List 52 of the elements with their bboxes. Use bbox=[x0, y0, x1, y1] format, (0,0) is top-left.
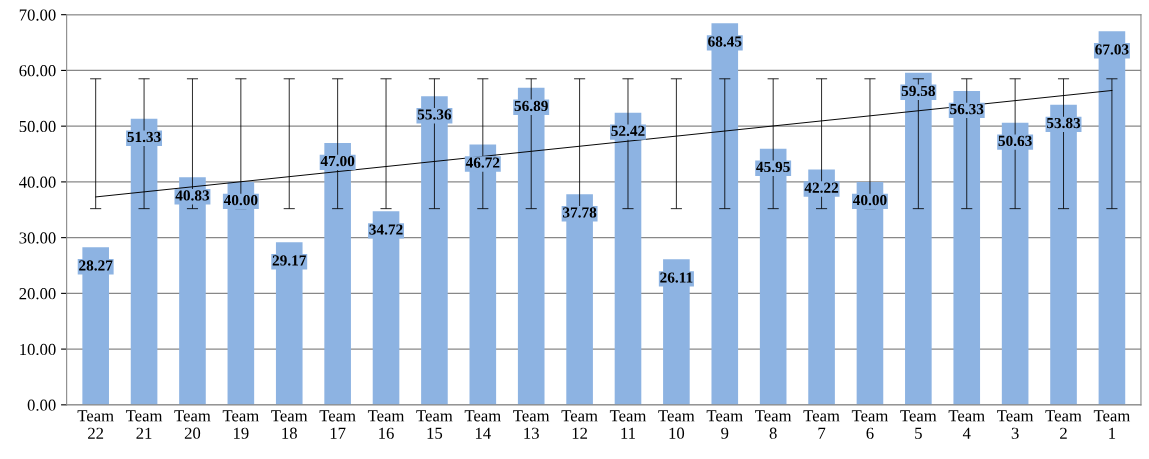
data-label: 52.42 bbox=[611, 125, 645, 137]
x-tick-label: Team 6 bbox=[851, 410, 889, 439]
y-tick-label: 40.00 bbox=[19, 176, 56, 188]
y-tick-label: 60.00 bbox=[19, 65, 56, 77]
x-tick-label: Team 9 bbox=[706, 410, 743, 439]
data-label: 50.63 bbox=[998, 135, 1032, 147]
x-tick-label: Team 19 bbox=[222, 410, 259, 439]
data-label: 28.27 bbox=[79, 260, 113, 271]
data-label: 40.83 bbox=[175, 190, 210, 201]
y-tick-label: 50.00 bbox=[19, 120, 56, 133]
x-tick-label: Team 15 bbox=[416, 410, 453, 439]
data-label: 67.03 bbox=[1095, 44, 1129, 55]
data-label: 59.58 bbox=[901, 85, 936, 97]
x-tick-label: Team 5 bbox=[900, 410, 937, 439]
x-tick-label: Team 21 bbox=[125, 410, 163, 439]
data-label: 40.00 bbox=[223, 194, 258, 206]
data-label: 51.33 bbox=[127, 131, 161, 143]
x-tick-label: Team 1 bbox=[1093, 410, 1131, 439]
y-tick-label: 30.00 bbox=[19, 232, 56, 244]
data-label: 56.89 bbox=[514, 100, 548, 112]
x-tick-label: Team 3 bbox=[997, 410, 1034, 439]
data-label: 29.17 bbox=[272, 255, 307, 266]
y-tick-label: 10.00 bbox=[20, 343, 56, 356]
y-tick-label: 20.00 bbox=[19, 288, 56, 300]
data-label: 56.33 bbox=[950, 103, 984, 115]
x-tick-label: Team 16 bbox=[367, 410, 405, 439]
data-label: 40.00 bbox=[852, 194, 887, 206]
x-tick-label: Team 4 bbox=[948, 410, 985, 439]
data-label: 42.22 bbox=[804, 182, 839, 193]
data-label: 45.95 bbox=[756, 161, 790, 173]
x-tick-label: Team 10 bbox=[658, 410, 695, 439]
x-tick-label: Team 14 bbox=[464, 410, 501, 439]
x-tick-label: Team 7 bbox=[803, 410, 840, 439]
data-label: 46.72 bbox=[465, 157, 500, 168]
data-label: 26.11 bbox=[660, 272, 693, 283]
x-tick-label: Team 20 bbox=[174, 410, 211, 439]
data-label: 34.72 bbox=[369, 224, 403, 235]
data-label: 37.78 bbox=[562, 207, 597, 218]
x-tick-label: Team 18 bbox=[271, 410, 308, 439]
y-tick-label: 0.00 bbox=[27, 399, 56, 411]
x-tick-label: Team 2 bbox=[1045, 410, 1082, 439]
x-tick-label: Team 11 bbox=[609, 410, 647, 439]
y-tick-label: 70.00 bbox=[19, 9, 56, 21]
data-label: 55.36 bbox=[417, 109, 452, 120]
data-label: 47.00 bbox=[320, 155, 355, 167]
data-label: 68.45 bbox=[708, 36, 742, 47]
x-tick-label: Team 17 bbox=[319, 410, 356, 439]
x-tick-label: Team 12 bbox=[561, 410, 598, 439]
data-label: 53.83 bbox=[1046, 117, 1081, 129]
x-tick-label: Team 22 bbox=[77, 410, 114, 439]
x-tick-label: Team 13 bbox=[513, 410, 550, 439]
x-tick-label: Team 8 bbox=[755, 410, 792, 439]
